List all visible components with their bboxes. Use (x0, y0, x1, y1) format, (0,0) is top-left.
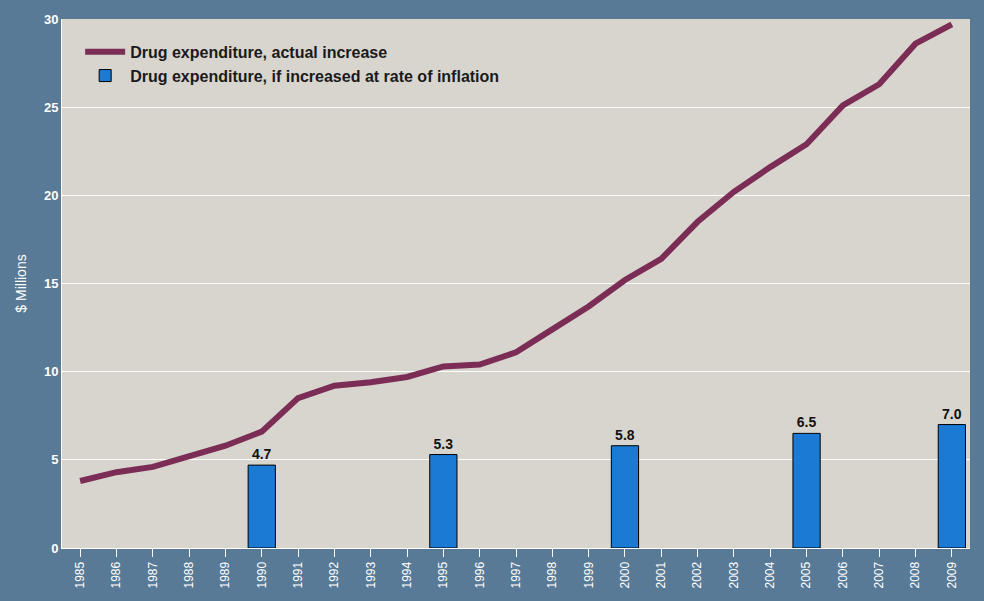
svg-text:2005: 2005 (799, 561, 813, 588)
svg-text:2004: 2004 (763, 561, 777, 588)
svg-text:Drug expenditure, actual incre: Drug expenditure, actual increase (130, 44, 387, 61)
svg-text:5.3: 5.3 (434, 436, 454, 452)
svg-text:5.8: 5.8 (615, 427, 635, 443)
svg-text:0: 0 (51, 541, 58, 556)
svg-text:1989: 1989 (218, 561, 232, 588)
svg-text:2009: 2009 (945, 561, 959, 588)
svg-text:20: 20 (44, 188, 58, 203)
svg-text:1995: 1995 (436, 561, 450, 588)
svg-text:2001: 2001 (654, 561, 668, 588)
svg-text:30: 30 (44, 12, 58, 27)
svg-text:15: 15 (44, 276, 58, 291)
svg-text:7.0: 7.0 (942, 406, 962, 422)
svg-text:1987: 1987 (146, 561, 160, 588)
svg-text:1999: 1999 (582, 561, 596, 588)
svg-text:2000: 2000 (618, 561, 632, 588)
svg-text:1997: 1997 (509, 561, 523, 588)
svg-text:2003: 2003 (727, 561, 741, 588)
svg-text:2006: 2006 (836, 561, 850, 588)
svg-text:1992: 1992 (327, 561, 341, 588)
svg-text:6.5: 6.5 (797, 414, 817, 430)
svg-text:4.7: 4.7 (252, 446, 272, 462)
svg-text:1988: 1988 (182, 561, 196, 588)
svg-text:1993: 1993 (364, 561, 378, 588)
svg-text:1986: 1986 (109, 561, 123, 588)
svg-text:2007: 2007 (872, 561, 886, 588)
svg-text:1994: 1994 (400, 561, 414, 588)
svg-text:5: 5 (51, 452, 58, 467)
svg-text:25: 25 (44, 100, 58, 115)
svg-text:Drug expenditure, if increased: Drug expenditure, if increased at rate o… (130, 68, 499, 85)
svg-text:$ Millions: $ Millions (13, 254, 29, 312)
svg-text:1985: 1985 (73, 561, 87, 588)
svg-text:10: 10 (44, 364, 58, 379)
svg-text:1991: 1991 (291, 561, 305, 588)
svg-text:1996: 1996 (473, 561, 487, 588)
svg-text:1998: 1998 (545, 561, 559, 588)
svg-text:1990: 1990 (255, 561, 269, 588)
svg-text:2008: 2008 (908, 561, 922, 588)
svg-text:2002: 2002 (691, 561, 705, 588)
